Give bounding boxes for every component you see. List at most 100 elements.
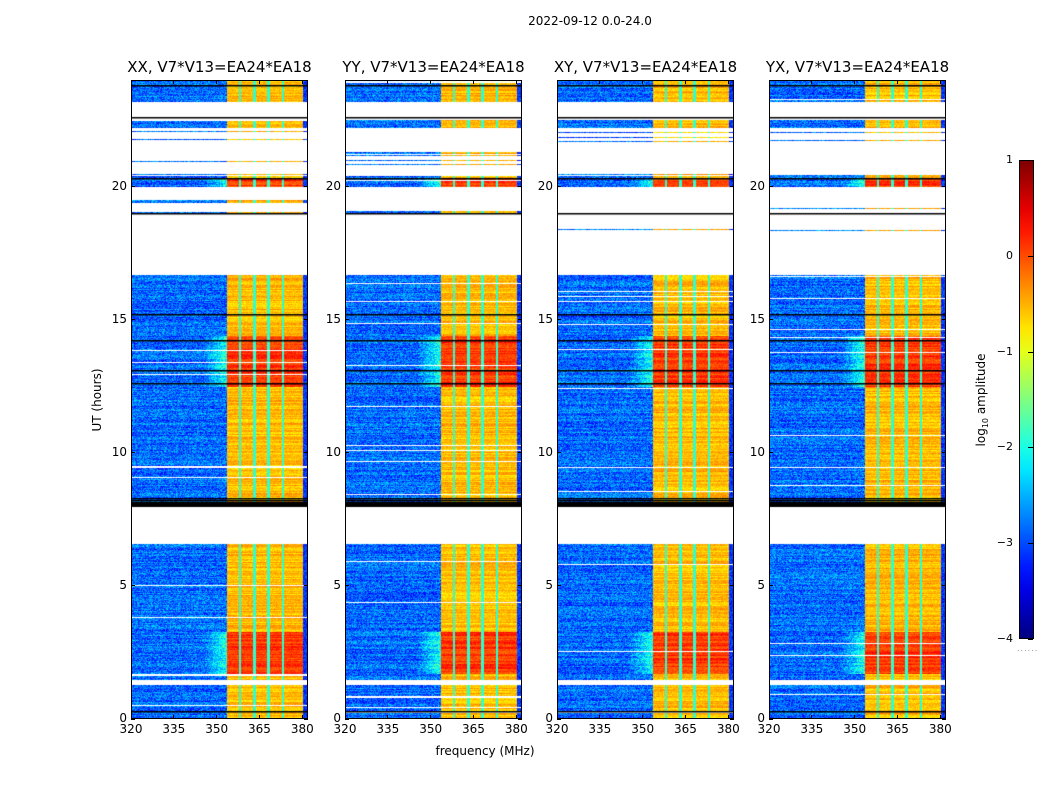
y-tick-label: 15 — [325, 311, 341, 326]
y-tick — [769, 186, 773, 187]
y-tick-label: 0 — [119, 711, 127, 725]
x-tick — [344, 715, 346, 719]
spectrogram-yy — [345, 80, 522, 719]
y-tick-label: 5 — [119, 577, 127, 592]
x-tick-label: 335 — [376, 722, 400, 736]
colorbar-tick — [1028, 351, 1033, 353]
x-tick — [173, 80, 175, 84]
y-tick-label: 5 — [757, 577, 765, 592]
y-tick — [304, 186, 308, 187]
x-tick — [896, 80, 898, 84]
y-tick — [942, 186, 946, 187]
colorbar-tick-label: −3 — [996, 536, 1013, 550]
x-tick — [344, 80, 346, 84]
x-tick — [768, 80, 770, 84]
panel-xx: XX, V7*V13=EA24*EA18 0 5 10 15 20 320 335 350 365… — [112, 58, 314, 736]
x-tick-label: 320 — [333, 722, 357, 736]
x-tick-label: 365 — [248, 722, 271, 736]
y-tick-label: 20 — [111, 178, 127, 193]
colorbar-tick — [1028, 543, 1033, 545]
x-tick — [684, 715, 686, 719]
x-tick — [301, 80, 303, 84]
x-tick — [387, 715, 389, 719]
y-tick — [942, 585, 946, 587]
y-tick-label: 20 — [749, 178, 765, 193]
x-tick — [939, 715, 941, 719]
colorbar-tick — [1028, 255, 1033, 257]
x-tick-label: 320 — [545, 722, 569, 736]
x-tick — [811, 80, 813, 84]
spectrogram-xx — [131, 80, 308, 719]
y-tick — [942, 718, 946, 720]
y-tick — [557, 186, 561, 187]
y-tick — [769, 718, 773, 720]
x-tick — [939, 80, 941, 84]
y-tick-label: 10 — [749, 444, 765, 459]
x-tick — [727, 80, 729, 84]
x-tick-label: 380 — [504, 722, 528, 736]
y-tick — [942, 452, 946, 454]
x-tick — [430, 80, 432, 84]
x-tick — [599, 715, 601, 719]
y-tick — [518, 186, 522, 187]
y-tick — [557, 585, 561, 587]
panel-title: YX, V7*V13=EA24*EA18 — [765, 58, 950, 76]
x-tick-label: 350 — [205, 722, 229, 736]
y-tick-label: 15 — [749, 311, 765, 326]
x-tick — [556, 80, 558, 84]
y-tick-label: 20 — [537, 178, 553, 193]
colorbar-tick — [1028, 160, 1033, 161]
y-tick-label: 15 — [111, 311, 127, 326]
panel-title: XX, V7*V13=EA24*EA18 — [127, 58, 312, 76]
panel-yx: YX, V7*V13=EA24*EA18 0 5 10 15 20 320 335 350 365… — [750, 58, 952, 736]
x-tick — [599, 80, 601, 84]
y-tick-label: 20 — [325, 178, 341, 193]
y-tick — [131, 319, 135, 321]
x-tick — [854, 80, 856, 84]
x-tick — [642, 80, 644, 84]
x-tick — [258, 715, 260, 719]
y-tick — [131, 718, 135, 720]
x-tick-label: 365 — [674, 722, 697, 736]
x-tick-label: 380 — [928, 722, 952, 736]
y-tick — [304, 319, 308, 321]
x-tick — [130, 80, 132, 84]
y-tick — [769, 452, 773, 454]
x-tick — [515, 80, 517, 84]
y-tick-label: 5 — [545, 577, 553, 592]
x-tick-label: 335 — [588, 722, 612, 736]
x-tick — [387, 80, 389, 84]
x-tick — [727, 715, 729, 719]
x-tick — [216, 715, 218, 719]
y-tick — [557, 718, 561, 720]
colorbar-tick-label: −2 — [996, 440, 1013, 454]
x-tick-label: 365 — [886, 722, 909, 736]
y-tick — [730, 319, 734, 321]
colorbar-extension-marker: ...... — [1017, 644, 1039, 653]
y-tick — [304, 452, 308, 454]
spectrogram-xy — [557, 80, 734, 719]
y-tick-label: 0 — [757, 711, 765, 725]
x-tick-label: 380 — [716, 722, 740, 736]
y-tick-label: 0 — [545, 711, 553, 725]
x-tick-label: 320 — [757, 722, 781, 736]
x-tick — [301, 715, 303, 719]
x-tick — [472, 80, 474, 84]
y-tick — [942, 319, 946, 321]
y-tick — [304, 585, 308, 587]
y-tick — [345, 452, 349, 454]
y-tick — [518, 718, 522, 720]
x-tick-label: 350 — [419, 722, 443, 736]
y-tick-label: 10 — [111, 444, 127, 459]
panel-xy: XY, V7*V13=EA24*EA18 0 5 10 15 20 320 335 350 365… — [538, 58, 740, 736]
x-tick — [556, 715, 558, 719]
x-tick-label: 365 — [462, 722, 485, 736]
y-tick — [730, 186, 734, 187]
y-tick — [557, 452, 561, 454]
panel-title: YY, V7*V13=EA24*EA18 — [342, 58, 525, 76]
x-tick-label: 320 — [119, 722, 143, 736]
colorbar-label: log10 amplitude — [973, 353, 991, 447]
y-tick-label: 10 — [537, 444, 553, 459]
x-tick — [515, 715, 517, 719]
y-tick — [131, 186, 135, 187]
